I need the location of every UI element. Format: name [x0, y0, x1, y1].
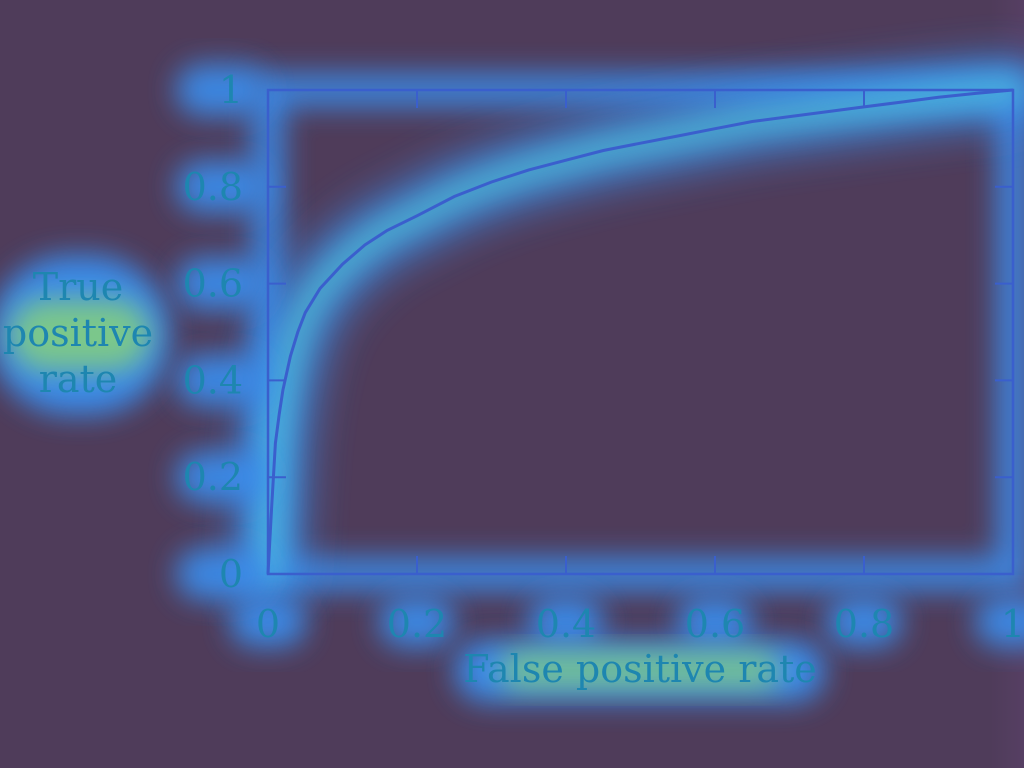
ytick-glow: [176, 354, 266, 407]
xtick-glow: [230, 597, 306, 647]
ytick-label: 1: [219, 68, 243, 112]
x-axis-label: False positive rate: [463, 647, 817, 691]
y-axis-label-line: True: [33, 265, 123, 309]
ytick-label: 0.4: [183, 358, 243, 402]
ytick-label: 0: [219, 552, 243, 596]
labels: 0 0.2 0.4 0.6 0.8 1 0 0.2 0.4 0.6 0.8 1 False positi…: [3, 68, 1024, 691]
ytick-label: 0.8: [183, 165, 243, 209]
ytick-glow: [176, 64, 266, 116]
xtick-glow: [379, 597, 455, 647]
xtick-label: 1: [1001, 602, 1024, 646]
y-axis-label-line: rate: [39, 357, 118, 401]
axes: [266, 88, 1015, 576]
xtick-label: 0: [256, 602, 280, 646]
plot-frame: [266, 88, 1015, 576]
xtick-label: 0.4: [536, 602, 596, 646]
ytick-glow: [176, 548, 266, 600]
ytick-label: 0.2: [183, 455, 243, 499]
xtick-glow: [528, 597, 604, 647]
xtick-label: 0.8: [834, 602, 894, 646]
xtick-glow: [677, 597, 753, 647]
ytick-label: 0.6: [183, 262, 243, 306]
ytick-glow: [176, 451, 266, 504]
xlabel-glow-core: [500, 652, 780, 688]
curve-glow: [238, 60, 1024, 604]
roc-curve: [266, 88, 1014, 575]
ylabel-glow-core: [10, 300, 150, 370]
y-axis-label-line: positive: [3, 311, 153, 355]
xtick-glow: [826, 597, 902, 647]
ytick-glow: [176, 257, 266, 310]
xtick-label: 0.6: [685, 602, 745, 646]
xtick-label: 0.2: [387, 602, 447, 646]
xtick-glow: [975, 597, 1024, 647]
ytick-glow: [176, 160, 266, 213]
curve-layer: [266, 88, 1014, 575]
